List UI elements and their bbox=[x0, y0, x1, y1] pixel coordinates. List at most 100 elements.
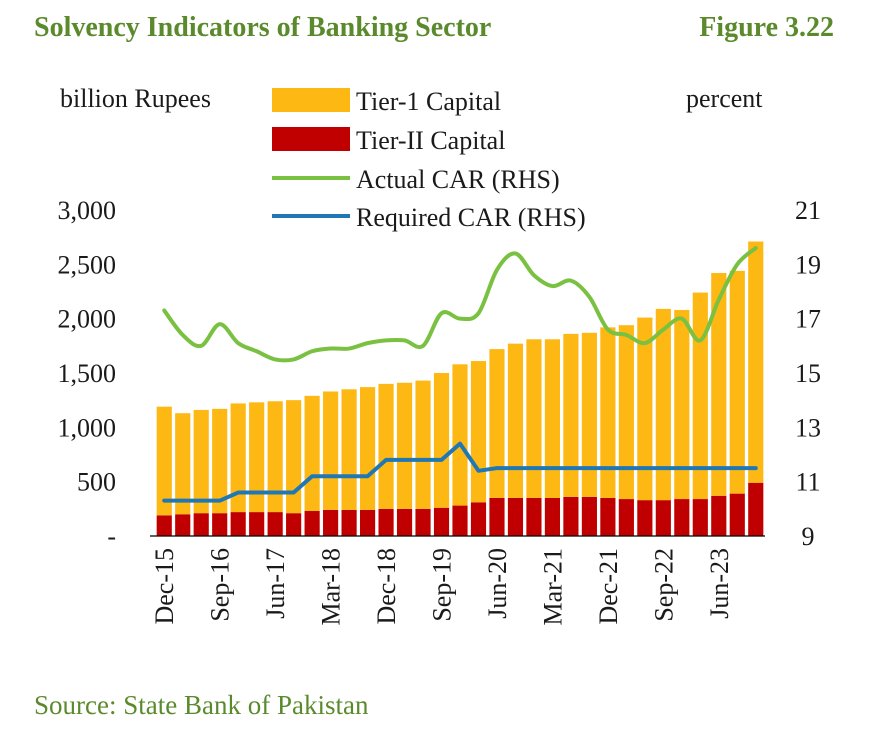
legend-label: Actual CAR (RHS) bbox=[356, 165, 560, 194]
bar-tier1-Sep-23 bbox=[729, 270, 745, 494]
bar-tier2-Jun-20 bbox=[489, 497, 505, 536]
x-tick-label: Dec-21 bbox=[594, 548, 623, 625]
bar-tier1-Mar-21 bbox=[544, 339, 561, 498]
bar-tier1-Jun-20 bbox=[489, 349, 505, 498]
x-tick-label: Sep-22 bbox=[649, 548, 678, 622]
y-right-tick-label: 19 bbox=[795, 250, 821, 279]
legend: Tier-1 Capital Tier-II Capital Actual CAR … bbox=[272, 87, 586, 232]
x-tick-label: Dec-15 bbox=[150, 548, 179, 625]
x-tick-label: Mar-18 bbox=[317, 548, 346, 625]
y-left-tick-label: 1,000 bbox=[58, 413, 117, 442]
bar-tier2-Dec-15 bbox=[156, 515, 172, 536]
y-left-tick-label: - bbox=[107, 522, 116, 551]
legend-label: Tier-1 Capital bbox=[356, 87, 501, 116]
legend-label: Tier-II Capital bbox=[356, 126, 505, 155]
bar-tier2-Jun-16 bbox=[193, 513, 209, 536]
bar-tier1-Mar-19 bbox=[396, 382, 413, 509]
bar-tier2-Dec-18 bbox=[378, 508, 394, 536]
bar-tier2-Sep-16 bbox=[212, 513, 228, 536]
bar-tier2-Sep-21 bbox=[581, 496, 597, 536]
bar-tier2-Jun-18 bbox=[341, 509, 357, 536]
y-right-tick-label: 9 bbox=[802, 522, 815, 551]
legend-swatch bbox=[272, 88, 350, 112]
y-left-tick-label: 3,000 bbox=[58, 196, 117, 225]
bar-tier1-Jun-18 bbox=[341, 389, 357, 510]
bar-tier1-Jun-16 bbox=[193, 409, 209, 514]
bar-tier2-Mar-17 bbox=[249, 512, 265, 536]
x-tick-label: Mar-21 bbox=[538, 548, 567, 625]
bar-tier2-Dec-16 bbox=[230, 512, 246, 536]
bar-tier2-Jun-17 bbox=[267, 512, 283, 536]
bar-tier1-Jun-23 bbox=[711, 273, 727, 496]
bar-tier2-Mar-16 bbox=[175, 514, 191, 536]
bar-tier2-Dec-22 bbox=[674, 499, 690, 536]
bar-tier1-Sep-19 bbox=[433, 373, 450, 508]
bar-tier2-Sep-17 bbox=[286, 513, 302, 536]
bar-tier2-Jun-21 bbox=[563, 496, 579, 536]
bar-tier1-Jun-17 bbox=[267, 401, 283, 513]
y-left-tick-label: 500 bbox=[77, 468, 116, 497]
bar-tier1-Jun-19 bbox=[415, 380, 431, 509]
bar-tier2-Dec-21 bbox=[600, 497, 616, 536]
y-right-tick-label: 11 bbox=[795, 468, 820, 497]
x-tick-label: Jun-20 bbox=[483, 548, 512, 619]
y-right-tick-label: 15 bbox=[795, 359, 821, 388]
bar-tier1-Sep-18 bbox=[359, 387, 376, 510]
bar-tier1-Sep-22 bbox=[655, 308, 671, 501]
chart-header: Solvency Indicators of Banking Sector Fi… bbox=[34, 8, 834, 48]
y-right-tick-label: 17 bbox=[795, 305, 821, 334]
bar-tier1-Dec-17 bbox=[304, 395, 320, 512]
y-right-axis-label: percent bbox=[686, 84, 763, 113]
x-tick-label: Jun-23 bbox=[705, 548, 734, 619]
legend-swatch bbox=[272, 127, 350, 151]
bar-tier1-Sep-21 bbox=[581, 332, 597, 497]
bar-tier1-Dec-15 bbox=[156, 406, 172, 516]
bar-tier2-Mar-23 bbox=[692, 499, 708, 536]
bar-tier2-Dec-20 bbox=[526, 497, 542, 536]
legend-item-0: Tier-1 Capital bbox=[272, 87, 501, 116]
bar-tier1-Sep-17 bbox=[286, 400, 302, 514]
bar-tier2-Sep-18 bbox=[359, 509, 376, 536]
bar-tier2-Mar-19 bbox=[396, 508, 413, 536]
bar-tier2-Jun-19 bbox=[415, 508, 431, 536]
bar-tier2-Sep-20 bbox=[507, 497, 524, 536]
axes-layer: - 500 1,000 1,500 2,000 2,500 3,000 9 11 13 15 17 19… bbox=[58, 84, 822, 625]
y-left-tick-label: 2,000 bbox=[58, 305, 117, 334]
bar-tier1-Mar-22 bbox=[618, 325, 634, 500]
figure-number: Figure 3.22 bbox=[699, 12, 834, 43]
bar-tier2-Sep-23 bbox=[729, 493, 745, 536]
bar-tier2-Jun-23 bbox=[711, 495, 727, 536]
bar-tier1-Mar-18 bbox=[323, 391, 339, 510]
bar-tier1-Dec-22 bbox=[674, 309, 690, 500]
bar-tier1-Mar-20 bbox=[470, 361, 487, 503]
bar-tier1-Dec-23 bbox=[748, 241, 764, 483]
x-tick-label: Dec-18 bbox=[372, 548, 401, 625]
bar-tier1-Dec-21 bbox=[600, 327, 616, 498]
y-left-axis-label: billion Rupees bbox=[60, 84, 211, 113]
y-left-tick-label: 1,500 bbox=[58, 359, 117, 388]
bar-tier1-Dec-16 bbox=[230, 403, 246, 513]
x-tick-label: Sep-16 bbox=[206, 548, 235, 622]
bar-tier2-Dec-17 bbox=[304, 511, 320, 536]
legend-item-3: Required CAR (RHS) bbox=[272, 203, 586, 232]
bar-tier1-Dec-18 bbox=[378, 383, 394, 509]
bar-tier1-Dec-19 bbox=[452, 364, 468, 506]
chart-source: Source: State Bank of Pakistan bbox=[34, 690, 369, 720]
bar-tier1-Sep-16 bbox=[212, 408, 228, 514]
y-right-tick-label: 13 bbox=[795, 413, 821, 442]
chart-title: Solvency Indicators of Banking Sector bbox=[34, 12, 492, 43]
bar-tier2-Mar-18 bbox=[323, 509, 339, 536]
legend-item-2: Actual CAR (RHS) bbox=[272, 165, 560, 194]
bar-tier2-Dec-23 bbox=[748, 482, 764, 536]
line-layer bbox=[162, 246, 758, 503]
bar-tier2-Jun-22 bbox=[637, 500, 653, 536]
bar-tier1-Mar-23 bbox=[692, 292, 708, 500]
bar-tier2-Mar-22 bbox=[618, 499, 634, 536]
x-tick-label: Sep-19 bbox=[428, 548, 457, 622]
chart-canvas: - 500 1,000 1,500 2,000 2,500 3,000 9 11 13 15 17 19… bbox=[58, 84, 822, 625]
legend-label: Required CAR (RHS) bbox=[356, 203, 586, 232]
bar-tier1-Dec-20 bbox=[526, 339, 542, 498]
bar-tier2-Dec-19 bbox=[452, 505, 468, 536]
x-tick-label: Jun-17 bbox=[261, 548, 290, 619]
bar-tier2-Sep-19 bbox=[433, 507, 450, 536]
